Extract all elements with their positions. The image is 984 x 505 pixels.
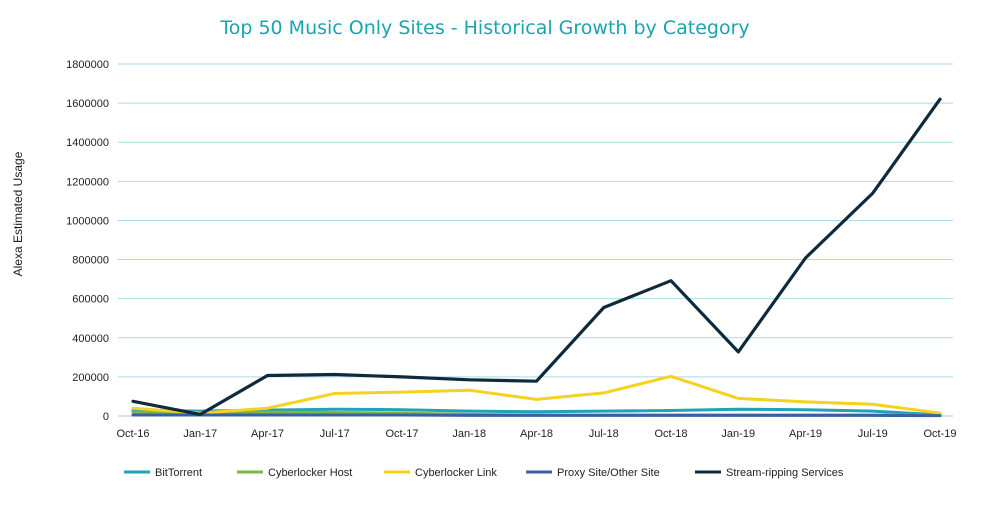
- y-tick-label: 600000: [72, 294, 109, 306]
- x-tick-label: Oct-17: [385, 428, 418, 440]
- y-tick-label: 1800000: [66, 59, 109, 71]
- x-tick-label: Oct-16: [116, 428, 149, 440]
- legend-label: Cyberlocker Host: [268, 467, 352, 479]
- legend-label: BitTorrent: [155, 467, 202, 479]
- x-tick-label: Jan-19: [721, 428, 755, 440]
- gridlines: [118, 63, 953, 417]
- y-tick-label: 200000: [72, 372, 109, 384]
- y-tick-label: 1600000: [66, 98, 109, 110]
- series-line-stream-ripping-services: [131, 97, 942, 416]
- y-tick-labels: 0 200000 400000 600000 800000 1000000 1200000 1…: [66, 59, 109, 423]
- legend-item: Cyberlocker Link: [384, 467, 497, 479]
- x-tick-label: Oct-19: [923, 428, 956, 440]
- y-tick-label: 1200000: [66, 176, 109, 188]
- x-tick-label: Jul-19: [858, 428, 888, 440]
- legend-label: Stream-ripping Services: [726, 467, 844, 479]
- y-tick-label: 800000: [72, 255, 109, 267]
- y-axis-title: Alexa Estimated Usage: [11, 151, 25, 276]
- series-line-cyberlocker-link: [131, 374, 942, 415]
- x-tick-label: Jul-18: [589, 428, 619, 440]
- legend-label: Proxy Site/Other Site: [557, 467, 660, 479]
- y-tick-label: 0: [103, 411, 109, 423]
- legend-item: Stream-ripping Services: [695, 467, 844, 479]
- legend-label: Cyberlocker Link: [415, 467, 497, 479]
- x-tick-label: Oct-18: [654, 428, 687, 440]
- legend-item: BitTorrent: [124, 467, 202, 479]
- x-tick-label: Jan-18: [452, 428, 486, 440]
- x-tick-label: Jul-17: [320, 428, 350, 440]
- series-line-proxy-site-other-site: [131, 413, 942, 418]
- chart-title: Top 50 Music Only Sites - Historical Gro…: [219, 17, 749, 39]
- x-tick-label: Apr-19: [789, 428, 822, 440]
- y-tick-label: 1000000: [66, 215, 109, 227]
- y-tick-label: 1400000: [66, 137, 109, 149]
- y-tick-label: 400000: [72, 333, 109, 345]
- x-tick-label: Jan-17: [183, 428, 217, 440]
- x-tick-label: Apr-18: [520, 428, 553, 440]
- legend-item: Proxy Site/Other Site: [526, 467, 660, 479]
- legend-item: Cyberlocker Host: [237, 467, 352, 479]
- x-tick-labels: Oct-16 Jan-17 Apr-17 Jul-17 Oct-17 Jan-18 Apr-…: [116, 428, 956, 440]
- series-line-bittorrent: [131, 407, 942, 417]
- x-tick-label: Apr-17: [251, 428, 284, 440]
- legend: BitTorrent Cyberlocker Host Cyberlocker Li…: [124, 467, 844, 479]
- series-lines: [131, 97, 942, 418]
